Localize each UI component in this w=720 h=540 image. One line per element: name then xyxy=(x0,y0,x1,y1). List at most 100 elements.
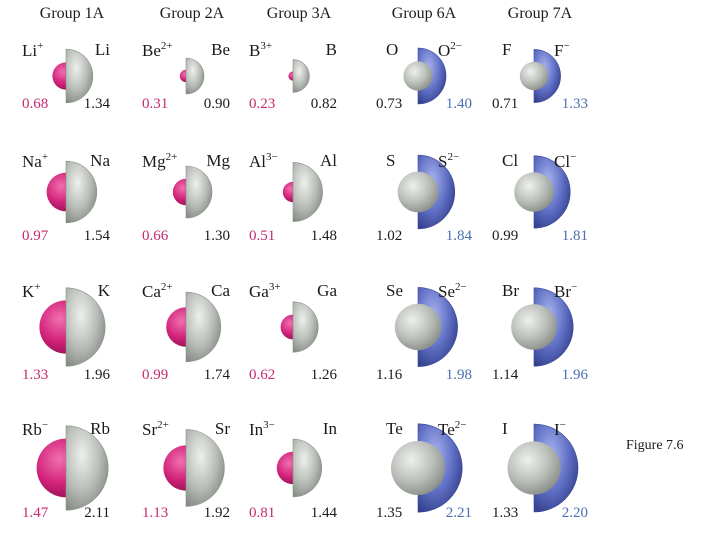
atom-radius-value: 1.26 xyxy=(310,367,337,383)
atom-radius-value: 0.99 xyxy=(492,228,519,244)
atom-label: Rb xyxy=(90,419,110,438)
atom-sphere xyxy=(519,61,549,91)
atom-radius-value: 1.33 xyxy=(492,505,519,521)
cation-label: Al3− xyxy=(249,151,278,171)
atom-label: O xyxy=(386,40,399,59)
atom-radius-value: 1.54 xyxy=(83,228,110,244)
cation-label: K+ xyxy=(22,281,41,301)
anion-radius-value: 2.21 xyxy=(445,505,472,521)
group-header: Group 1A xyxy=(39,5,105,22)
atom-half-sphere xyxy=(185,57,205,95)
atom-label: Br xyxy=(502,281,519,300)
anion-label: Br− xyxy=(554,281,578,301)
atom-label: In xyxy=(322,419,337,438)
cation-radius-value: 0.62 xyxy=(249,367,276,383)
atom-label: Sr xyxy=(214,419,230,438)
cation-label: Na+ xyxy=(22,151,49,171)
cation-radius-value: 0.99 xyxy=(142,367,169,383)
atom-half-sphere xyxy=(292,162,323,222)
atom-label: Li xyxy=(94,40,110,59)
anion-radius-value: 1.96 xyxy=(561,367,588,383)
cation-label: Be2+ xyxy=(142,40,173,60)
cation-radius-value: 1.33 xyxy=(22,367,49,383)
cation-label: Rb− xyxy=(22,419,49,439)
cation-label: Mg2+ xyxy=(142,151,178,171)
atom-label: Se xyxy=(386,281,403,300)
cation-label: Ca2+ xyxy=(142,281,173,301)
anion-radius-value: 2.20 xyxy=(561,505,588,521)
atom-radius-value: 1.35 xyxy=(376,505,403,521)
atom-label: Ga xyxy=(317,281,337,300)
atom-label: K xyxy=(97,281,110,300)
anion-label: F− xyxy=(554,40,570,60)
atom-radius-value: 0.73 xyxy=(376,96,403,112)
atom-sphere xyxy=(397,171,439,213)
figure-caption: Figure 7.6 xyxy=(626,438,684,453)
anion-label: Te2− xyxy=(438,419,467,439)
anion-radius-value: 1.84 xyxy=(445,228,472,244)
atom-label: Be xyxy=(211,40,230,59)
atom-half-sphere xyxy=(65,48,94,104)
atom-radius-value: 1.96 xyxy=(83,367,110,383)
atom-sphere xyxy=(511,304,557,350)
atom-radius-value: 1.02 xyxy=(376,228,403,244)
atom-radius-value: 1.16 xyxy=(376,367,403,383)
atom-radius-value: 0.71 xyxy=(492,96,519,112)
atom-half-sphere xyxy=(185,165,213,219)
anion-radius-value: 1.81 xyxy=(561,228,588,244)
atom-label: F xyxy=(502,40,512,59)
cation-label: B3+ xyxy=(249,40,273,60)
atom-half-sphere xyxy=(65,425,109,511)
anion-label: Cl− xyxy=(554,151,577,171)
atom-label: Te xyxy=(386,419,403,438)
cation-label: Sr2+ xyxy=(142,419,169,439)
atom-half-sphere xyxy=(185,429,225,507)
atom-sphere xyxy=(394,303,442,351)
atom-sphere xyxy=(403,61,433,91)
atom-radius-value: 1.34 xyxy=(83,96,110,112)
atom-label: Al xyxy=(320,151,337,170)
cation-radius-value: 1.47 xyxy=(22,505,49,521)
atom-radius-value: 1.44 xyxy=(310,505,337,521)
cation-label: Ga3+ xyxy=(249,281,281,301)
atom-half-sphere xyxy=(65,287,106,367)
cation-radius-value: 0.66 xyxy=(142,228,169,244)
atom-radius-value: 1.48 xyxy=(310,228,337,244)
atom-label: B xyxy=(325,40,337,59)
atom-radius-value: 1.74 xyxy=(203,367,230,383)
anion-label: O2− xyxy=(438,40,462,60)
anion-label: Se2− xyxy=(438,281,467,301)
atom-label: Mg xyxy=(206,151,230,170)
cation-radius-value: 0.68 xyxy=(22,96,49,112)
atom-radius-value: 1.92 xyxy=(203,505,230,521)
group-header: Group 2A xyxy=(159,5,225,22)
cation-label: In3− xyxy=(249,419,275,439)
atom-radius-value: 1.14 xyxy=(492,367,519,383)
cation-radius-value: 0.97 xyxy=(22,228,49,244)
atom-half-sphere xyxy=(185,291,222,363)
atom-half-sphere xyxy=(292,301,319,353)
cation-radius-value: 0.81 xyxy=(249,505,276,521)
cation-radius-value: 1.13 xyxy=(142,505,169,521)
anion-radius-value: 1.40 xyxy=(445,96,472,112)
group-header: Group 6A xyxy=(391,5,457,22)
cation-radius-value: 0.23 xyxy=(249,96,276,112)
atom-label: I xyxy=(502,419,508,438)
atom-label: Ca xyxy=(211,281,230,300)
anion-radius-value: 1.33 xyxy=(561,96,588,112)
atom-radius-value: 0.90 xyxy=(203,96,230,112)
atom-radius-value: 0.82 xyxy=(310,96,337,112)
group-header: Group 7A xyxy=(507,5,573,22)
group-header: Group 3A xyxy=(266,5,332,22)
atom-half-sphere xyxy=(292,59,310,93)
atom-sphere xyxy=(514,172,554,212)
cation-label: Li+ xyxy=(22,40,44,60)
atom-label: Cl xyxy=(502,151,519,170)
atom-half-sphere xyxy=(292,438,323,498)
anion-radius-value: 1.98 xyxy=(445,367,472,383)
cation-radius-value: 0.51 xyxy=(249,228,276,244)
anion-label: S2− xyxy=(438,151,460,171)
atom-radius-value: 1.30 xyxy=(203,228,230,244)
atom-sphere xyxy=(391,441,445,495)
